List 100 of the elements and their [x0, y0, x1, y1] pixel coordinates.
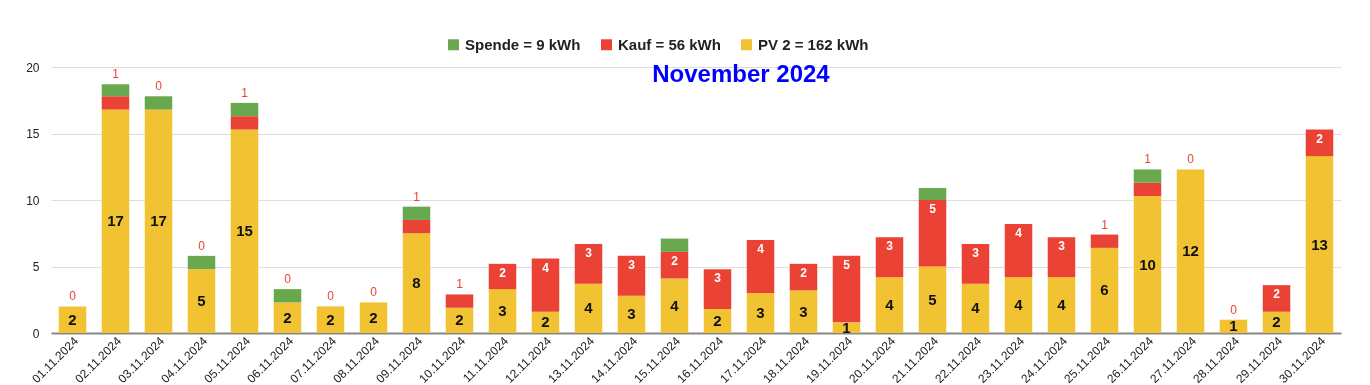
bar [961, 283, 990, 333]
bar [402, 206, 431, 220]
data-label: 3 [886, 239, 894, 254]
bar [1133, 182, 1162, 197]
y-tick-label: 10 [26, 193, 40, 208]
data-label: 0 [1230, 302, 1238, 317]
legend-label: PV 2 = 162 kWh [758, 35, 869, 53]
data-label: 4 [584, 299, 594, 317]
data-label: 4 [757, 241, 765, 256]
chart-title: November 2024 [652, 60, 831, 87]
bar [703, 309, 732, 333]
bar [58, 306, 87, 333]
data-label: 8 [412, 274, 421, 292]
data-label: 2 [541, 313, 550, 331]
bar [918, 266, 947, 333]
bar [617, 255, 646, 296]
bar [402, 233, 431, 333]
bar [660, 278, 689, 333]
bar [918, 200, 947, 267]
bar [660, 238, 689, 252]
bar [230, 116, 259, 130]
bar [746, 293, 775, 333]
data-label: 5 [929, 202, 937, 216]
data-label: 1 [413, 189, 421, 204]
data-label: 0 [69, 289, 77, 304]
data-label: 4 [1014, 296, 1024, 314]
bar [1262, 285, 1291, 312]
bar [574, 283, 603, 333]
bar [1305, 156, 1334, 333]
data-label: 0 [1187, 152, 1195, 167]
bar [574, 243, 603, 284]
data-label: 2 [671, 253, 679, 268]
data-label: 2 [713, 312, 722, 330]
data-label: 17 [107, 212, 124, 230]
bar [1090, 234, 1119, 248]
data-label: 4 [885, 296, 895, 314]
data-label: 4 [670, 296, 680, 314]
data-label: 2 [369, 308, 378, 326]
data-label: 0 [370, 285, 378, 300]
bar [101, 109, 130, 333]
bar [1047, 237, 1076, 278]
data-label: 3 [799, 302, 808, 320]
bar [703, 269, 732, 310]
data-label: 3 [585, 245, 593, 260]
data-label: 1 [1144, 152, 1152, 167]
data-label: 3 [714, 271, 722, 286]
data-label: 0 [284, 272, 292, 287]
bar [1133, 196, 1162, 333]
data-label: 3 [627, 305, 636, 323]
data-label: 12 [1182, 242, 1199, 260]
data-label: 4 [542, 260, 550, 275]
bar [445, 294, 474, 308]
bar [488, 263, 517, 290]
bar [101, 96, 130, 110]
bar [1176, 169, 1205, 333]
data-label: 4 [1057, 296, 1067, 314]
bar [531, 258, 560, 312]
bar [1133, 169, 1162, 183]
data-label: 2 [1272, 313, 1281, 331]
bar [273, 289, 302, 303]
bar [832, 255, 861, 323]
data-label: 6 [1100, 281, 1109, 299]
bar [789, 290, 818, 333]
data-label: 2 [68, 310, 77, 328]
bar [187, 255, 216, 270]
data-label: 1 [456, 277, 464, 292]
bar [1047, 277, 1076, 333]
y-tick-label: 15 [26, 127, 40, 141]
data-label: 2 [326, 310, 335, 328]
bar [359, 302, 388, 333]
bar [273, 302, 302, 333]
bar [918, 188, 947, 200]
bar [488, 289, 517, 333]
data-label: 2 [1273, 287, 1281, 302]
data-label: 3 [972, 245, 980, 260]
y-tick-label: 5 [32, 260, 40, 274]
data-label: 15 [236, 222, 253, 240]
data-label: 2 [283, 308, 292, 326]
bar [144, 109, 173, 333]
data-label: 2 [800, 265, 808, 280]
bar [961, 243, 990, 284]
data-label: 10 [1139, 255, 1156, 273]
data-label: 3 [498, 302, 507, 320]
bar [230, 102, 259, 117]
data-label: 5 [843, 257, 851, 272]
data-label: 5 [197, 292, 206, 310]
data-label: 3 [628, 257, 636, 272]
data-label: 1 [1229, 317, 1238, 335]
data-label: 2 [455, 311, 464, 329]
y-tick-label: 0 [32, 326, 40, 341]
bar [875, 277, 904, 333]
bar [1090, 247, 1119, 333]
data-label: 0 [198, 238, 206, 253]
data-label: 1 [842, 318, 851, 336]
data-label: 1 [241, 85, 249, 100]
data-label: 4 [971, 299, 981, 317]
y-tick-label: 20 [26, 60, 40, 75]
data-label: 3 [1058, 239, 1066, 254]
data-label: 3 [756, 304, 765, 322]
bar [1004, 277, 1033, 333]
